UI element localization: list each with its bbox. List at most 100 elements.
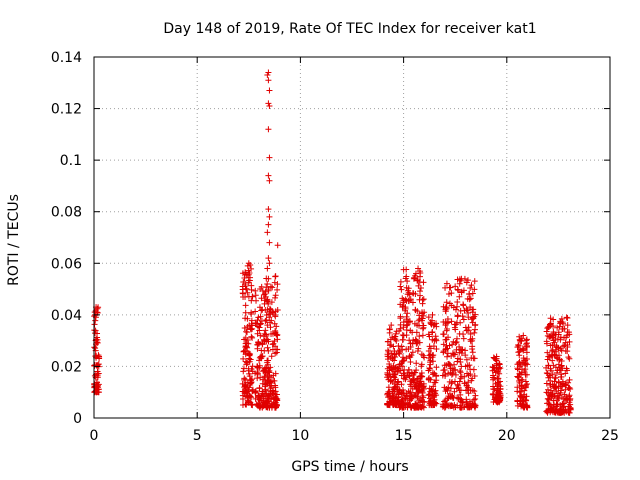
- data-point: [264, 296, 271, 303]
- data-point: [412, 291, 419, 298]
- data-point: [522, 397, 529, 404]
- data-point: [405, 372, 412, 379]
- y-tick-label: 0.04: [51, 308, 82, 324]
- data-point: [454, 312, 461, 319]
- data-point: [471, 278, 478, 285]
- data-point: [240, 348, 247, 355]
- data-point: [465, 327, 472, 334]
- data-point: [260, 376, 267, 383]
- data-point: [566, 376, 573, 383]
- data-point: [248, 265, 255, 272]
- data-point: [416, 273, 423, 280]
- data-point: [492, 369, 499, 376]
- data-point: [549, 371, 556, 378]
- data-point: [402, 296, 409, 303]
- data-point: [388, 350, 395, 357]
- data-point: [469, 290, 476, 297]
- x-tick-label: 15: [395, 428, 413, 444]
- data-point: [404, 278, 411, 285]
- data-point: [385, 388, 392, 395]
- data-point: [447, 385, 454, 392]
- data-point: [394, 368, 401, 375]
- data-point: [543, 338, 550, 345]
- data-point: [467, 304, 474, 311]
- data-point: [467, 285, 474, 292]
- data-point: [398, 286, 405, 293]
- data-point: [550, 397, 557, 404]
- data-point: [248, 326, 255, 333]
- grid-lines: [94, 57, 610, 418]
- data-point: [239, 270, 246, 277]
- data-point: [240, 368, 247, 375]
- data-point: [397, 367, 404, 374]
- data-point: [242, 347, 249, 354]
- data-point: [385, 338, 392, 345]
- data-point: [514, 373, 521, 380]
- data-point: [391, 397, 398, 404]
- data-point: [403, 273, 410, 280]
- data-point: [270, 377, 277, 384]
- data-point: [246, 277, 253, 284]
- data-point: [245, 399, 252, 406]
- data-point: [470, 396, 477, 403]
- data-point: [272, 308, 279, 315]
- data-point: [256, 324, 263, 331]
- data-point: [400, 332, 407, 339]
- data-point: [544, 349, 551, 356]
- data-point: [447, 284, 454, 291]
- data-point: [265, 100, 272, 107]
- data-point: [243, 393, 250, 400]
- data-point: [248, 333, 255, 340]
- data-point: [551, 393, 558, 400]
- data-point: [471, 286, 478, 293]
- data-point: [427, 345, 434, 352]
- data-point: [248, 286, 255, 293]
- data-point: [91, 321, 98, 328]
- data-point: [405, 285, 412, 292]
- data-point: [463, 279, 470, 286]
- data-point: [403, 316, 410, 323]
- data-point: [546, 333, 553, 340]
- data-point: [543, 370, 550, 377]
- data-point: [419, 300, 426, 307]
- x-tick-label: 0: [90, 428, 99, 444]
- data-point: [244, 323, 251, 330]
- data-point: [449, 365, 456, 372]
- data-point: [519, 366, 525, 373]
- data-point: [463, 387, 470, 394]
- data-point: [418, 397, 425, 404]
- data-point: [92, 345, 99, 352]
- data-point: [242, 340, 249, 347]
- data-point: [389, 334, 396, 341]
- data-point: [444, 353, 451, 360]
- data-point: [547, 315, 554, 322]
- data-point: [489, 391, 496, 398]
- data-point: [94, 382, 101, 389]
- data-point: [410, 392, 417, 399]
- data-point: [243, 286, 250, 293]
- data-point: [248, 320, 255, 327]
- data-point: [430, 383, 437, 390]
- data-point: [457, 346, 464, 353]
- data-point: [254, 345, 261, 352]
- data-point: [452, 366, 459, 373]
- data-point: [447, 403, 454, 410]
- data-point: [396, 387, 403, 394]
- data-point: [399, 295, 406, 302]
- data-point: [91, 362, 98, 369]
- data-point: [562, 386, 569, 393]
- data-point: [469, 349, 476, 356]
- data-point: [242, 302, 249, 309]
- data-point: [266, 102, 273, 109]
- data-point: [268, 353, 275, 360]
- data-point: [551, 401, 558, 408]
- data-point: [252, 387, 259, 394]
- data-point: [266, 314, 273, 321]
- data-point: [490, 376, 497, 383]
- data-point: [265, 126, 272, 133]
- data-point: [468, 282, 475, 289]
- data-point: [559, 365, 566, 372]
- data-point: [416, 333, 423, 340]
- data-point: [566, 392, 573, 399]
